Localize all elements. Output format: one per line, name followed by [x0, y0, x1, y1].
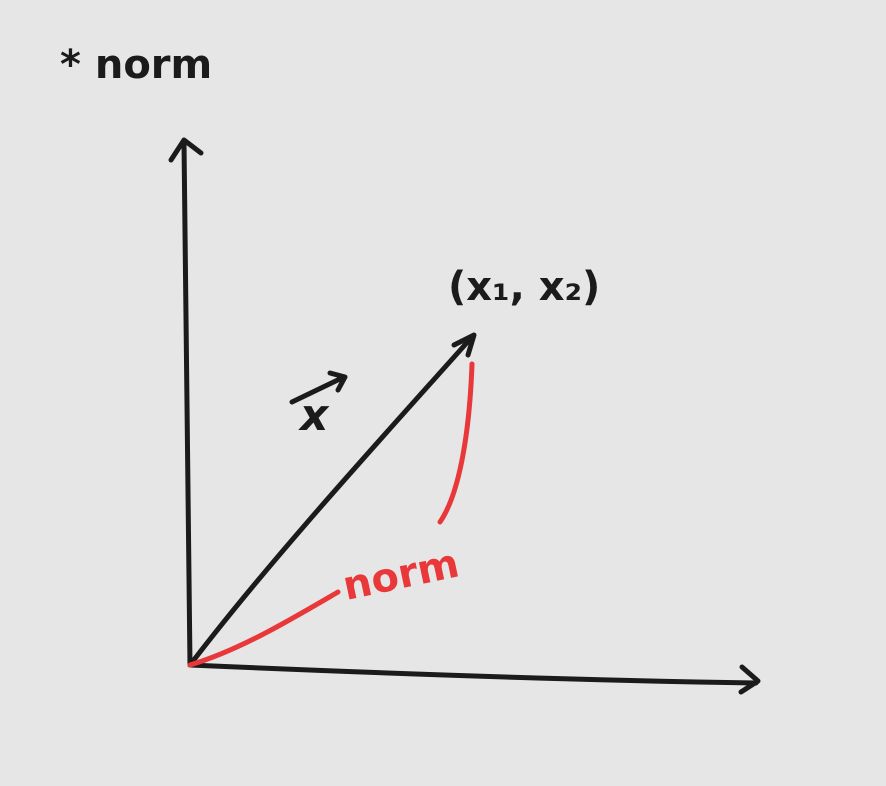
- x-axis-arrowhead: [738, 664, 761, 695]
- norm-curve-lower: [187, 589, 341, 668]
- y-axis-arrowhead: [168, 137, 204, 163]
- x-axis: [187, 662, 759, 686]
- norm-label: norm: [339, 540, 463, 609]
- title-text: * norm: [60, 42, 212, 88]
- norm-curve-upper: [437, 361, 475, 525]
- point-label: (x₁, x₂): [448, 264, 600, 310]
- vector-label-arrow: [289, 374, 347, 405]
- vector-line: [187, 334, 475, 668]
- vector-arrowhead: [451, 332, 477, 358]
- y-axis: [181, 139, 193, 668]
- vector-label-arrowhead: [327, 370, 348, 393]
